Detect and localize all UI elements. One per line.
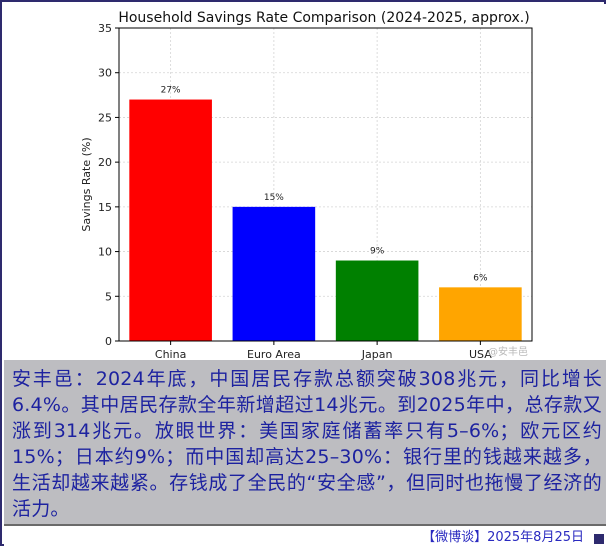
- footer-source: 【微博谈】2025年8月25日: [422, 530, 584, 545]
- y-tick-label: 30: [98, 67, 112, 80]
- y-tick-label: 0: [105, 335, 112, 348]
- y-tick-label: 25: [98, 111, 112, 124]
- data-label: 9%: [370, 247, 385, 257]
- chart-area: Household Savings Rate Comparison (2024-…: [4, 4, 606, 360]
- chart-title: Household Savings Rate Comparison (2024-…: [118, 10, 530, 26]
- bar-japan: [335, 260, 419, 341]
- bar-chart: 27% 15% 9% 6% 0 5 10 15 20 25 30 35 China Euro Area Ja…: [80, 22, 533, 360]
- y-tick-label: 5: [105, 290, 112, 303]
- y-tick-label: 15: [98, 201, 112, 214]
- caption-text: 安丰邑：2024年底，中国居民存款总额突破308兆元，同比增长6.4%。其中居民…: [4, 360, 606, 524]
- bar-china: [129, 99, 212, 342]
- y-axis-label: Savings Rate (%): [80, 137, 93, 231]
- y-tick-label: 10: [98, 246, 112, 259]
- watermark: @安丰邑: [488, 347, 528, 358]
- x-tick-label: Japan: [361, 348, 393, 360]
- plot-frame: [118, 27, 533, 342]
- bar-euro-area: [232, 206, 316, 341]
- bar-usa: [439, 287, 522, 341]
- x-tick-label: Euro Area: [247, 348, 301, 360]
- x-tick-label: USA: [469, 348, 492, 360]
- y-tick-label: 20: [98, 156, 112, 169]
- footer-bar: 【微博谈】2025年8月25日: [4, 524, 606, 546]
- y-tick-label: 35: [98, 22, 112, 35]
- data-label: 27%: [161, 86, 181, 96]
- corner-decoration: [594, 534, 604, 544]
- x-tick-label: China: [155, 348, 186, 360]
- data-label: 6%: [473, 273, 488, 283]
- data-label: 15%: [264, 193, 284, 203]
